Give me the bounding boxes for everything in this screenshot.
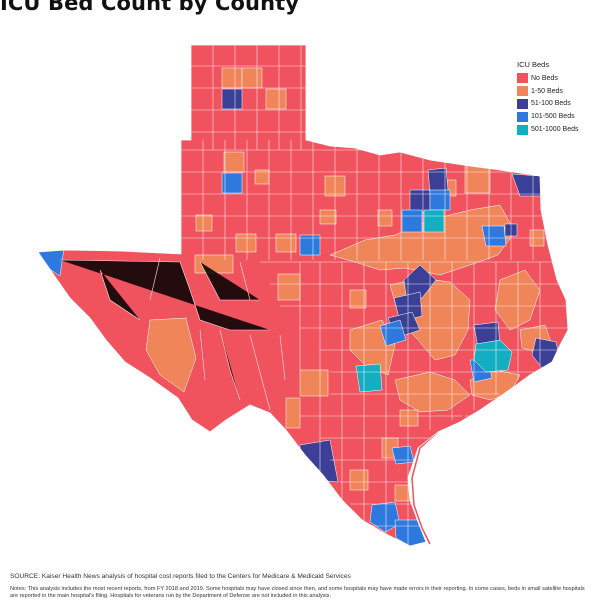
county — [429, 189, 451, 211]
county — [145, 317, 197, 393]
county — [299, 369, 329, 397]
county — [265, 88, 287, 110]
county — [195, 214, 213, 232]
source-text: SOURCE: Kaiser Health News analysis of h… — [10, 573, 351, 580]
counties-1-50-beds — [145, 67, 553, 502]
county — [349, 469, 369, 491]
texas-border — [37, 44, 569, 547]
county — [275, 233, 297, 253]
county — [377, 209, 393, 227]
map-legend: ICU Beds No Beds 1-50 Beds 51-100 Beds 1… — [517, 60, 578, 136]
county — [241, 67, 263, 89]
county — [399, 409, 419, 427]
map-title: ICU Bed Count by County — [0, 0, 300, 15]
coastline-islands — [411, 411, 471, 545]
county — [223, 151, 245, 173]
legend-item-no-beds: No Beds — [517, 72, 578, 85]
county — [369, 501, 401, 533]
counties-101-500-beds — [38, 172, 507, 546]
notes-text: Notes: This analysis includes the most r… — [10, 586, 585, 599]
county — [394, 371, 471, 413]
legend-label: 1-50 Beds — [531, 87, 563, 95]
county — [349, 289, 367, 309]
county — [221, 88, 243, 110]
legend-swatch — [517, 111, 528, 122]
legend-label: No Beds — [531, 74, 558, 82]
legend-item-1-50-beds: 1-50 Beds — [517, 85, 578, 98]
county — [221, 172, 243, 194]
legend-label: 501-1000 Beds — [531, 126, 579, 134]
county — [194, 254, 234, 274]
county — [221, 67, 243, 89]
county — [319, 209, 337, 225]
county — [299, 234, 321, 256]
county — [355, 363, 383, 393]
legend-label: 101-500 Beds — [531, 113, 575, 121]
county — [494, 269, 541, 331]
county — [464, 162, 491, 194]
county — [409, 189, 431, 213]
legend-item-101-500-beds: 101-500 Beds — [517, 110, 578, 123]
legend-swatch — [517, 124, 528, 135]
legend-item-501-1000-beds: 501-1000 Beds — [517, 123, 578, 136]
county — [391, 445, 415, 465]
county — [235, 233, 257, 253]
county — [423, 209, 445, 233]
county — [277, 273, 301, 301]
county — [481, 225, 507, 247]
county — [379, 319, 407, 347]
legend-item-51-100-beds: 51-100 Beds — [517, 98, 578, 111]
legend-swatch — [517, 86, 528, 97]
county — [403, 264, 437, 299]
legend-swatch — [517, 98, 528, 109]
legend-label: 51-100 Beds — [531, 100, 571, 108]
counties-501-1000-beds — [355, 209, 513, 393]
legend-title: ICU Beds — [517, 60, 550, 69]
county-boundaries — [59, 45, 568, 545]
legend-swatch — [517, 73, 528, 84]
county — [285, 397, 301, 429]
county — [401, 209, 423, 233]
